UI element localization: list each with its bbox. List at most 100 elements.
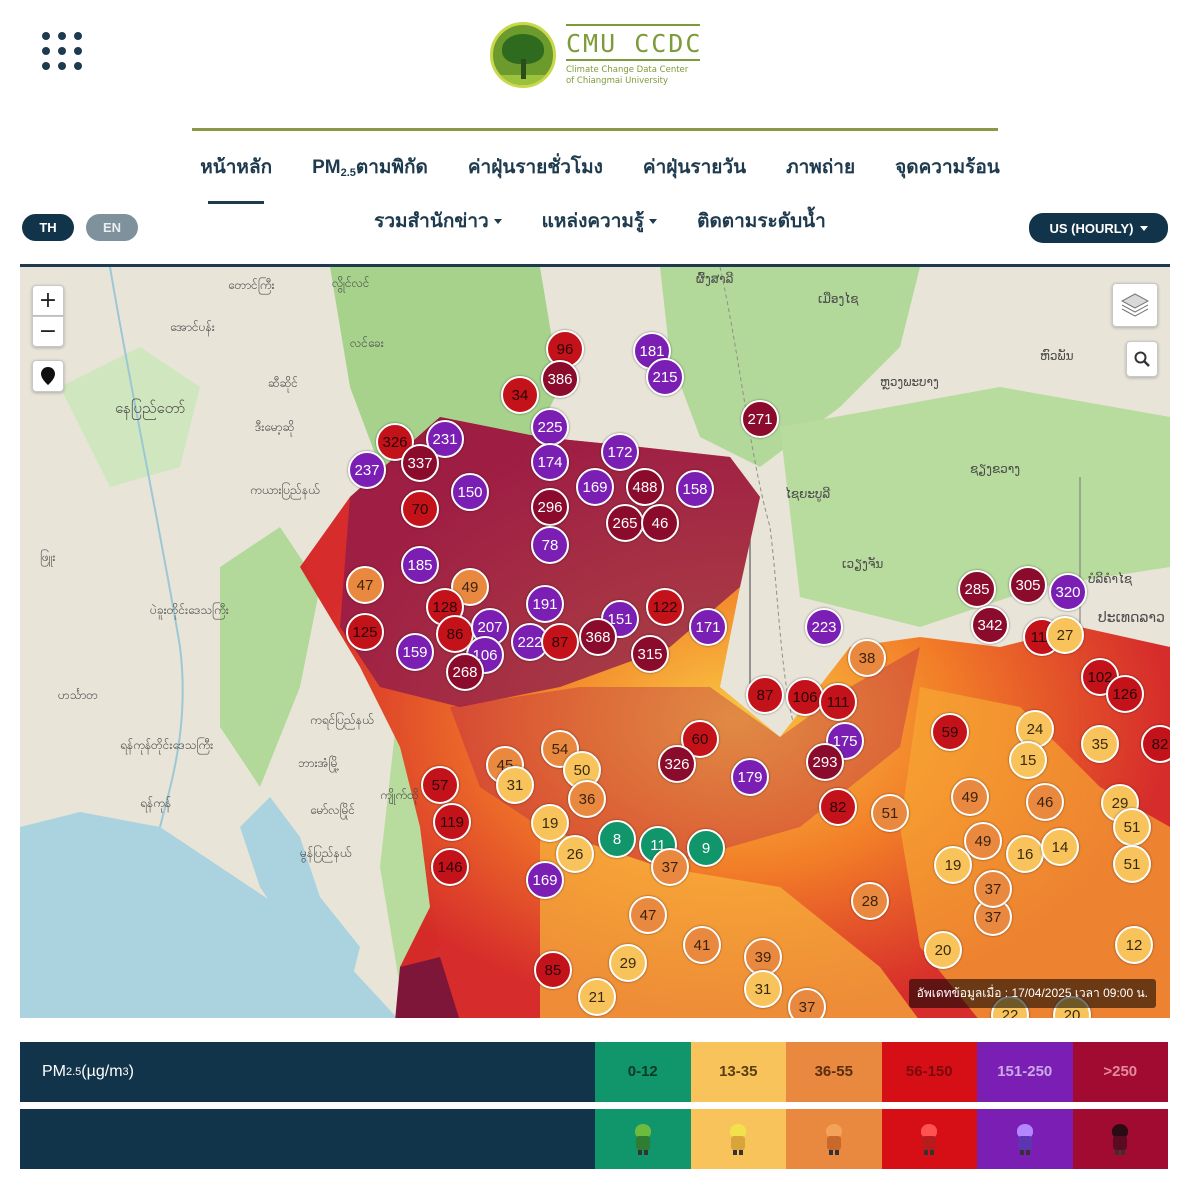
- pm25-station-marker[interactable]: 305: [1009, 566, 1047, 604]
- pm25-station-marker[interactable]: 19: [531, 804, 569, 842]
- pm25-station-marker[interactable]: 51: [1113, 808, 1151, 846]
- pm25-station-marker[interactable]: 28: [851, 882, 889, 920]
- nav-hourly-dust[interactable]: ค่าฝุ่นรายชั่วโมง: [467, 157, 603, 178]
- layers-icon[interactable]: [1112, 283, 1158, 327]
- pm25-station-marker[interactable]: 51: [871, 794, 909, 832]
- pm25-station-marker[interactable]: 8: [598, 820, 636, 858]
- pm25-station-marker[interactable]: 59: [931, 713, 969, 751]
- pm25-station-marker[interactable]: 15: [1009, 741, 1047, 779]
- pm25-station-marker[interactable]: 296: [531, 488, 569, 526]
- pm25-station-marker[interactable]: 87: [541, 623, 579, 661]
- pm25-station-marker[interactable]: 87: [746, 676, 784, 714]
- pm25-station-marker[interactable]: 111: [819, 683, 857, 721]
- zoom-in-button[interactable]: +: [32, 285, 64, 316]
- pm25-station-marker[interactable]: 169: [526, 861, 564, 899]
- pm25-station-marker[interactable]: 29: [609, 944, 647, 982]
- pm25-station-marker[interactable]: 320: [1049, 573, 1087, 611]
- pm25-station-marker[interactable]: 337: [401, 444, 439, 482]
- pm25-station-marker[interactable]: 268: [446, 653, 484, 691]
- nav-home[interactable]: หน้าหลัก: [200, 152, 272, 204]
- pm25-station-marker[interactable]: 315: [631, 635, 669, 673]
- pm25-station-marker[interactable]: 179: [731, 758, 769, 796]
- locate-pin-icon[interactable]: [32, 360, 64, 392]
- pm25-station-marker[interactable]: 9: [687, 829, 725, 867]
- pm25-station-marker[interactable]: 488: [626, 468, 664, 506]
- pm25-station-marker[interactable]: 70: [401, 490, 439, 528]
- pm25-station-marker[interactable]: 49: [951, 778, 989, 816]
- pm25-station-marker[interactable]: 21: [578, 978, 616, 1016]
- pm25-station-marker[interactable]: 326: [658, 745, 696, 783]
- nav-news-dropdown[interactable]: รวมสำนักข่าว: [374, 206, 501, 244]
- pm25-station-marker[interactable]: 39: [744, 938, 782, 976]
- zoom-out-button[interactable]: −: [32, 316, 64, 347]
- lang-th-button[interactable]: TH: [22, 214, 74, 241]
- pm25-station-marker[interactable]: 31: [744, 970, 782, 1008]
- pm25-station-marker[interactable]: 46: [1026, 783, 1064, 821]
- pm25-station-marker[interactable]: 37: [651, 848, 689, 886]
- pm25-station-marker[interactable]: 215: [646, 358, 684, 396]
- apps-grid-icon[interactable]: [38, 28, 86, 74]
- nav-pm25-location[interactable]: PM2.5ตามพิกัด: [312, 157, 428, 179]
- nav-hotspots[interactable]: จุดความร้อน: [895, 157, 1000, 178]
- pm25-station-marker[interactable]: 16: [1006, 835, 1044, 873]
- pm25-station-marker[interactable]: 293: [806, 743, 844, 781]
- pm25-station-marker[interactable]: 35: [1081, 725, 1119, 763]
- pm25-station-marker[interactable]: 146: [431, 848, 469, 886]
- pm25-station-marker[interactable]: 57: [421, 766, 459, 804]
- pm25-station-marker[interactable]: 26: [556, 835, 594, 873]
- nav-water-level[interactable]: ติดตามระดับน้ำ: [697, 211, 826, 232]
- pm25-station-marker[interactable]: 169: [576, 468, 614, 506]
- pm25-station-marker[interactable]: 237: [348, 451, 386, 489]
- cmu-ccdc-logo[interactable]: CMU CCDC Climate Change Data Center of C…: [490, 22, 702, 88]
- aqi-mode-dropdown[interactable]: US (HOURLY): [1029, 213, 1168, 243]
- pm25-station-marker[interactable]: 151: [601, 600, 639, 638]
- pm25-station-marker[interactable]: 38: [848, 639, 886, 677]
- pm25-station-marker[interactable]: 225: [531, 408, 569, 446]
- pm25-station-marker[interactable]: 46: [641, 504, 679, 542]
- pm25-station-marker[interactable]: 158: [676, 470, 714, 508]
- pm25-station-marker[interactable]: 172: [601, 433, 639, 471]
- pm25-station-marker[interactable]: 85: [534, 951, 572, 989]
- pm25-station-marker[interactable]: 106: [786, 678, 824, 716]
- lang-en-button[interactable]: EN: [86, 214, 138, 241]
- nav-knowledge-dropdown[interactable]: แหล่งความรู้: [542, 206, 657, 244]
- nav-daily-dust[interactable]: ค่าฝุ่นรายวัน: [642, 157, 747, 178]
- pm25-station-marker[interactable]: 285: [958, 570, 996, 608]
- pm25-station-marker[interactable]: 27: [1046, 616, 1084, 654]
- pm25-station-marker[interactable]: 223: [805, 608, 843, 646]
- map-search-icon[interactable]: [1126, 341, 1158, 377]
- pm25-station-marker[interactable]: 368: [579, 618, 617, 656]
- pm25-station-marker[interactable]: 78: [531, 526, 569, 564]
- pm25-station-marker[interactable]: 185: [401, 546, 439, 584]
- pm25-station-marker[interactable]: 41: [683, 926, 721, 964]
- pm25-station-marker[interactable]: 122: [646, 588, 684, 626]
- pm25-station-marker[interactable]: 191: [526, 585, 564, 623]
- pm25-station-marker[interactable]: 47: [629, 896, 667, 934]
- pm25-station-marker[interactable]: 271: [741, 400, 779, 438]
- pm25-station-marker[interactable]: 222: [511, 623, 549, 661]
- pm25-station-marker[interactable]: 342: [971, 606, 1009, 644]
- pm25-station-marker[interactable]: 82: [1141, 725, 1170, 763]
- pm25-station-marker[interactable]: 49: [964, 822, 1002, 860]
- pm25-station-marker[interactable]: 265: [606, 504, 644, 542]
- pm25-station-marker[interactable]: 386: [541, 360, 579, 398]
- pm25-station-marker[interactable]: 12: [1115, 926, 1153, 964]
- pm25-station-marker[interactable]: 20: [924, 931, 962, 969]
- pm25-station-marker[interactable]: 34: [501, 376, 539, 414]
- nav-photos[interactable]: ภาพถ่าย: [786, 157, 856, 178]
- pm25-station-marker[interactable]: 126: [1106, 675, 1144, 713]
- pm25-station-marker[interactable]: 36: [568, 780, 606, 818]
- pm25-station-marker[interactable]: 37: [788, 988, 826, 1018]
- pm25-station-marker[interactable]: 19: [934, 846, 972, 884]
- pm25-station-marker[interactable]: 14: [1041, 828, 1079, 866]
- pm25-station-marker[interactable]: 47: [346, 566, 384, 604]
- pm25-station-marker[interactable]: 125: [346, 613, 384, 651]
- pm25-station-marker[interactable]: 31: [496, 766, 534, 804]
- pm25-station-marker[interactable]: 171: [689, 608, 727, 646]
- pm25-station-marker[interactable]: 119: [433, 803, 471, 841]
- pm25-station-marker[interactable]: 174: [531, 443, 569, 481]
- pm25-map[interactable]: တောင်ကြီး လွိုင်လင် အောင်ပန်း လင်ခေး ဆီဆ…: [20, 264, 1170, 1018]
- pm25-station-marker[interactable]: 159: [396, 633, 434, 671]
- pm25-station-marker[interactable]: 37: [974, 870, 1012, 908]
- pm25-station-marker[interactable]: 150: [451, 473, 489, 511]
